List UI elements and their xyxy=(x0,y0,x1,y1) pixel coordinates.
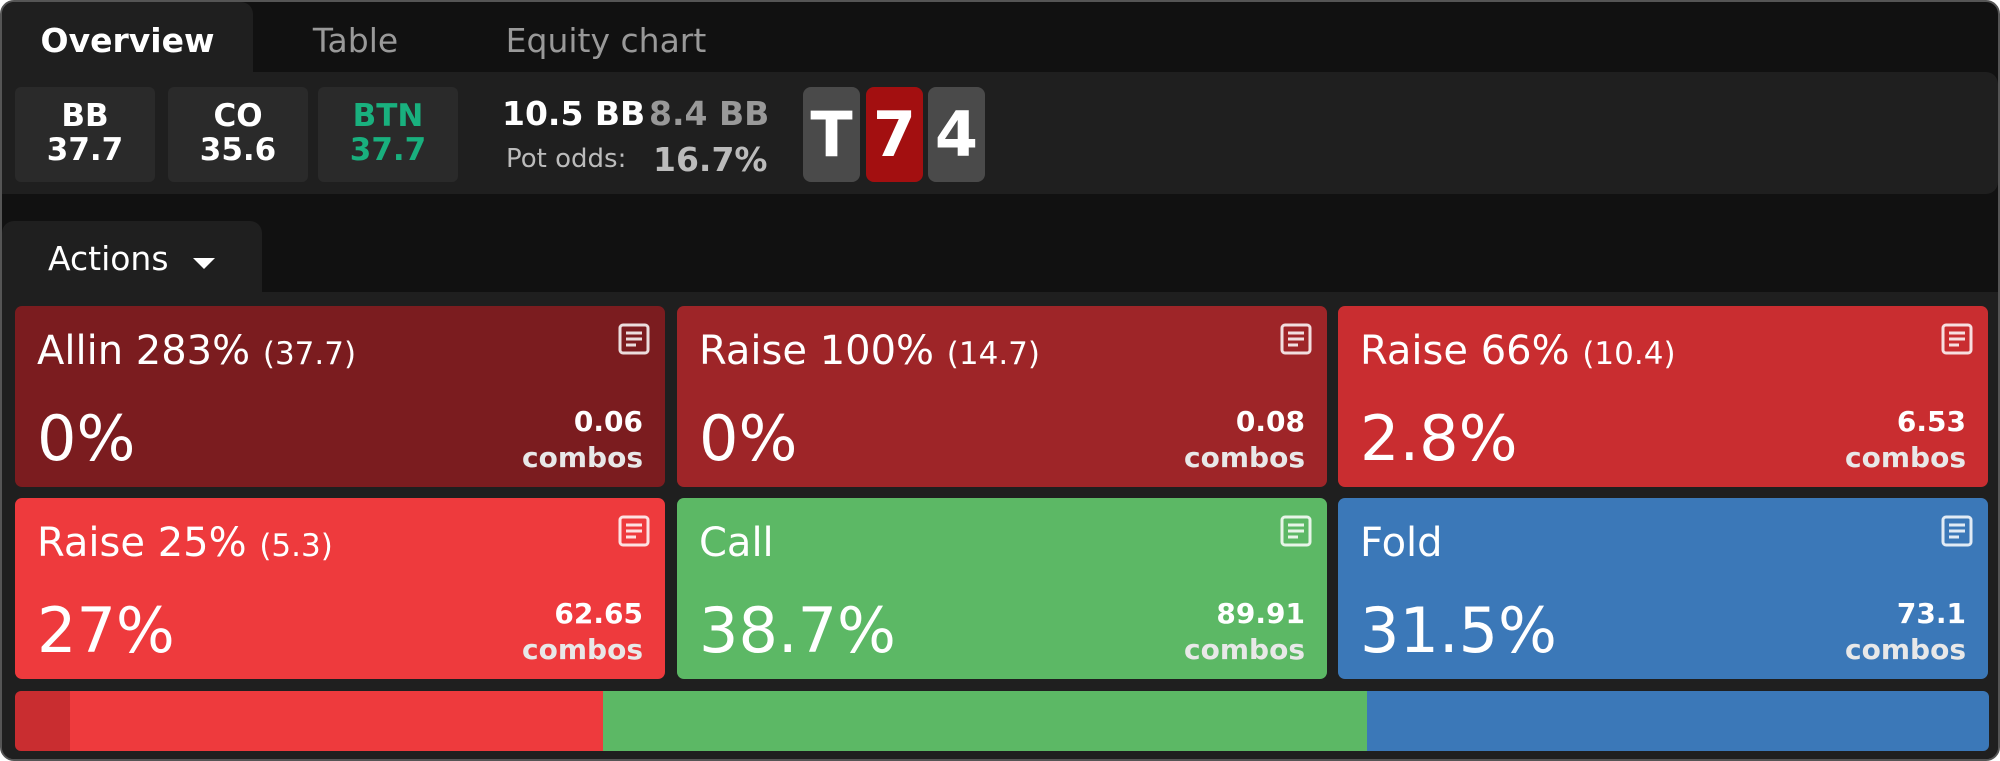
action-card[interactable]: Fold 31.5% 73.1 combos xyxy=(1338,498,1988,679)
action-size: (14.7) xyxy=(946,336,1040,372)
details-icon[interactable] xyxy=(1279,322,1313,356)
stack: 37.7 xyxy=(46,132,124,168)
action-name: Raise 25% xyxy=(37,520,247,566)
combos: 6.53 combos xyxy=(1845,404,1966,476)
pot: 10.5 BB xyxy=(502,94,646,133)
player-box[interactable]: CO 35.6 xyxy=(168,87,308,182)
combos-count: 6.53 xyxy=(1896,405,1966,438)
action-title: Call xyxy=(699,520,774,566)
strategy-segment xyxy=(1367,691,1989,751)
tab[interactable]: Overview xyxy=(2,2,253,72)
action-name: Call xyxy=(699,520,774,566)
details-icon[interactable] xyxy=(617,514,651,548)
board-card: 7 xyxy=(866,87,923,182)
combos-count: 89.91 xyxy=(1216,597,1305,630)
position: BB xyxy=(61,98,109,134)
action-title: Fold xyxy=(1360,520,1443,566)
details-icon[interactable] xyxy=(617,322,651,356)
action-name: Fold xyxy=(1360,520,1443,566)
combos: 62.65 combos xyxy=(522,596,643,668)
action-title: Allin 283% (37.7) xyxy=(37,328,356,374)
player-box[interactable]: BB 37.7 xyxy=(15,87,155,182)
pot-odds-label: Pot odds: xyxy=(506,144,627,174)
action-card[interactable]: Call 38.7% 89.91 combos xyxy=(677,498,1327,679)
action-frequency: 31.5% xyxy=(1360,594,1557,667)
tab[interactable]: Equity chart xyxy=(505,21,707,60)
action-size: (5.3) xyxy=(259,528,333,564)
action-card[interactable]: Raise 25% (5.3) 27% 62.65 combos xyxy=(15,498,665,679)
action-frequency: 38.7% xyxy=(699,594,896,667)
combos: 0.06 combos xyxy=(522,404,643,476)
action-title: Raise 66% (10.4) xyxy=(1360,328,1676,374)
combos-count: 0.06 xyxy=(573,405,643,438)
combos-count: 0.08 xyxy=(1235,405,1305,438)
player-box[interactable]: BTN 37.7 xyxy=(318,87,458,182)
strategy-segment xyxy=(603,691,1368,751)
details-icon[interactable] xyxy=(1279,514,1313,548)
action-card[interactable]: Raise 100% (14.7) 0% 0.08 combos xyxy=(677,306,1327,487)
strategy-segment xyxy=(15,691,71,751)
action-title: Raise 100% (14.7) xyxy=(699,328,1040,374)
action-size: (10.4) xyxy=(1582,336,1676,372)
actions-panel: Allin 283% (37.7) 0% 0.06 combos Raise 100% … xyxy=(2,292,1998,759)
action-size: (37.7) xyxy=(262,336,357,372)
combos-unit: combos xyxy=(522,441,643,474)
to-call: 8.4 BB xyxy=(649,94,770,133)
strategy-segment xyxy=(70,691,604,751)
details-icon[interactable] xyxy=(1940,322,1974,356)
combos-unit: combos xyxy=(522,633,643,666)
action-name: Allin 283% xyxy=(37,328,251,374)
board-card: T xyxy=(803,87,860,182)
combos: 73.1 combos xyxy=(1845,596,1966,668)
info-bar: BB 37.7 CO 35.6 BTN 37.7 10.5 BB 8.4 BB … xyxy=(2,72,1998,194)
combos-count: 62.65 xyxy=(554,597,643,630)
combos-count: 73.1 xyxy=(1896,597,1966,630)
position: CO xyxy=(213,98,263,134)
actions-label: Actions xyxy=(48,239,169,278)
strategy-bar xyxy=(15,691,1989,751)
stack: 35.6 xyxy=(199,132,277,168)
action-frequency: 0% xyxy=(37,402,136,475)
action-frequency: 27% xyxy=(37,594,175,667)
caret xyxy=(193,258,216,269)
action-name: Raise 66% xyxy=(1360,328,1570,374)
combos: 0.08 combos xyxy=(1184,404,1305,476)
action-frequency: 0% xyxy=(699,402,798,475)
action-card[interactable]: Raise 66% (10.4) 2.8% 6.53 combos xyxy=(1338,306,1988,487)
combos-unit: combos xyxy=(1845,441,1966,474)
combos-unit: combos xyxy=(1184,441,1305,474)
action-name: Raise 100% xyxy=(699,328,935,374)
action-card[interactable]: Allin 283% (37.7) 0% 0.06 combos xyxy=(15,306,665,487)
combos: 89.91 combos xyxy=(1184,596,1305,668)
actions-dropdown[interactable]: Actions xyxy=(2,221,262,293)
position: BTN xyxy=(352,98,424,134)
action-title: Raise 25% (5.3) xyxy=(37,520,333,566)
stack: 37.7 xyxy=(349,132,427,168)
combos-unit: combos xyxy=(1845,633,1966,666)
pot-odds: 16.7% xyxy=(653,140,768,179)
combos-unit: combos xyxy=(1184,633,1305,666)
tab[interactable]: Table xyxy=(312,21,399,60)
action-frequency: 2.8% xyxy=(1360,402,1518,475)
board-card: 4 xyxy=(928,87,985,182)
details-icon[interactable] xyxy=(1940,514,1974,548)
